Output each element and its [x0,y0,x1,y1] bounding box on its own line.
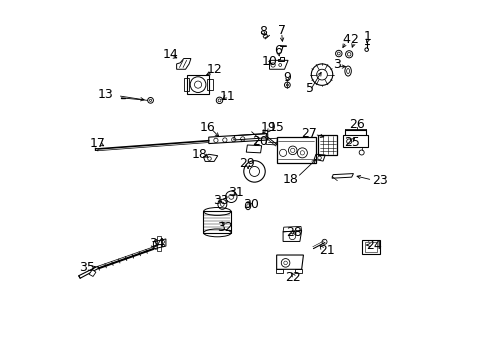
Text: 28: 28 [286,226,302,239]
Text: 35: 35 [79,261,95,274]
Text: 21: 21 [318,244,334,257]
Text: 15: 15 [268,121,284,134]
Text: 2: 2 [349,33,357,46]
Text: 8: 8 [259,24,267,37]
Text: 19: 19 [260,121,276,134]
Text: 31: 31 [227,186,244,199]
Text: 24: 24 [365,239,381,252]
Text: 4: 4 [342,33,349,46]
Text: 34: 34 [149,237,164,250]
Text: 5: 5 [305,82,314,95]
Text: 32: 32 [217,221,233,234]
Text: 25: 25 [343,136,359,149]
Text: 23: 23 [371,174,386,186]
Text: 10: 10 [261,55,277,68]
Polygon shape [89,270,96,276]
Text: 30: 30 [243,198,258,211]
Text: 33: 33 [212,194,228,207]
Text: 17: 17 [90,137,105,150]
Text: 22: 22 [285,271,300,284]
Text: 3: 3 [333,58,341,72]
Text: 1: 1 [364,30,371,43]
Text: 20: 20 [251,135,267,148]
Text: 7: 7 [277,24,285,37]
Text: 11: 11 [219,90,235,103]
Text: 16: 16 [199,121,215,134]
Text: 26: 26 [348,118,364,131]
Text: 14: 14 [162,48,178,61]
Text: 18: 18 [191,148,207,161]
Text: 27: 27 [300,127,316,140]
Text: 18: 18 [283,173,298,186]
Text: 29: 29 [239,157,255,170]
Text: 12: 12 [206,63,222,76]
Text: 9: 9 [283,71,291,84]
Text: 6: 6 [274,44,282,57]
Text: 13: 13 [98,89,114,102]
